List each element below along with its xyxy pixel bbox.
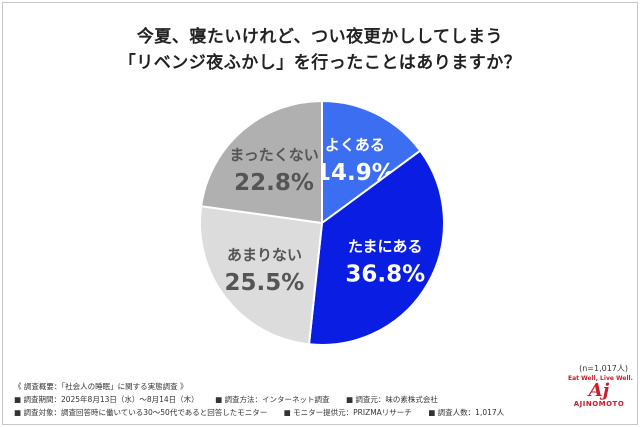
- slice-label-4: まったくない: [229, 146, 318, 164]
- slice-value-2: 36.8%: [345, 261, 425, 287]
- chart-title-line1: 今夏、寝たいけれど、つい夜更かししてしまう: [136, 27, 504, 47]
- survey-provider: ■ モニター提供元：PRIZMAリサーチ: [283, 408, 412, 417]
- pie-slice-2: [307, 149, 445, 346]
- survey-heading: 《 調査概要：「社会人の睡眠」に関する実態調査 》: [14, 382, 188, 391]
- pie-slice-1: [321, 99, 422, 225]
- pie-slice-3: [199, 205, 324, 346]
- logo-tagline: Eat Well, Live Well.: [568, 375, 633, 382]
- ajinomoto-logo: Eat Well, Live Well. Aj AJINOMOTO: [568, 375, 633, 408]
- survey-row-1: ■ 調査期間：2025年8月13日（水）～8月14日（木） ■ 調査方法：インタ…: [14, 394, 452, 405]
- survey-organizer: ■ 調査元：味の素株式会社: [345, 395, 438, 404]
- sample-size-note: (n=1,017人): [579, 364, 628, 373]
- survey-period: ■ 調査期間：2025年8月13日（水）～8月14日（木）: [14, 395, 199, 404]
- slice-label-3: あまりない: [227, 246, 302, 264]
- slice-label-1: よくある: [325, 136, 385, 154]
- logo-brand: AJINOMOTO: [573, 400, 625, 408]
- survey-method: ■ 調査方法：インターネット調査: [215, 395, 330, 404]
- logo-mark: Aj: [588, 380, 610, 401]
- survey-row-2: ■ 調査対象：調査回答時に働いている30～50代であると回答したモニター ■ モ…: [14, 407, 518, 418]
- slice-label-2: たまにある: [348, 237, 423, 255]
- pie-slice-4: [200, 99, 323, 225]
- slice-value-3: 25.5%: [225, 270, 305, 296]
- slice-value-4: 22.8%: [234, 170, 314, 196]
- chart-title-line2: 「リベンジ夜ふかし」を行ったことはありますか？: [118, 53, 522, 73]
- survey-count: ■ 調査人数：1,017人: [428, 408, 505, 417]
- survey-target: ■ 調査対象：調査回答時に働いている30～50代であると回答したモニター: [14, 408, 268, 417]
